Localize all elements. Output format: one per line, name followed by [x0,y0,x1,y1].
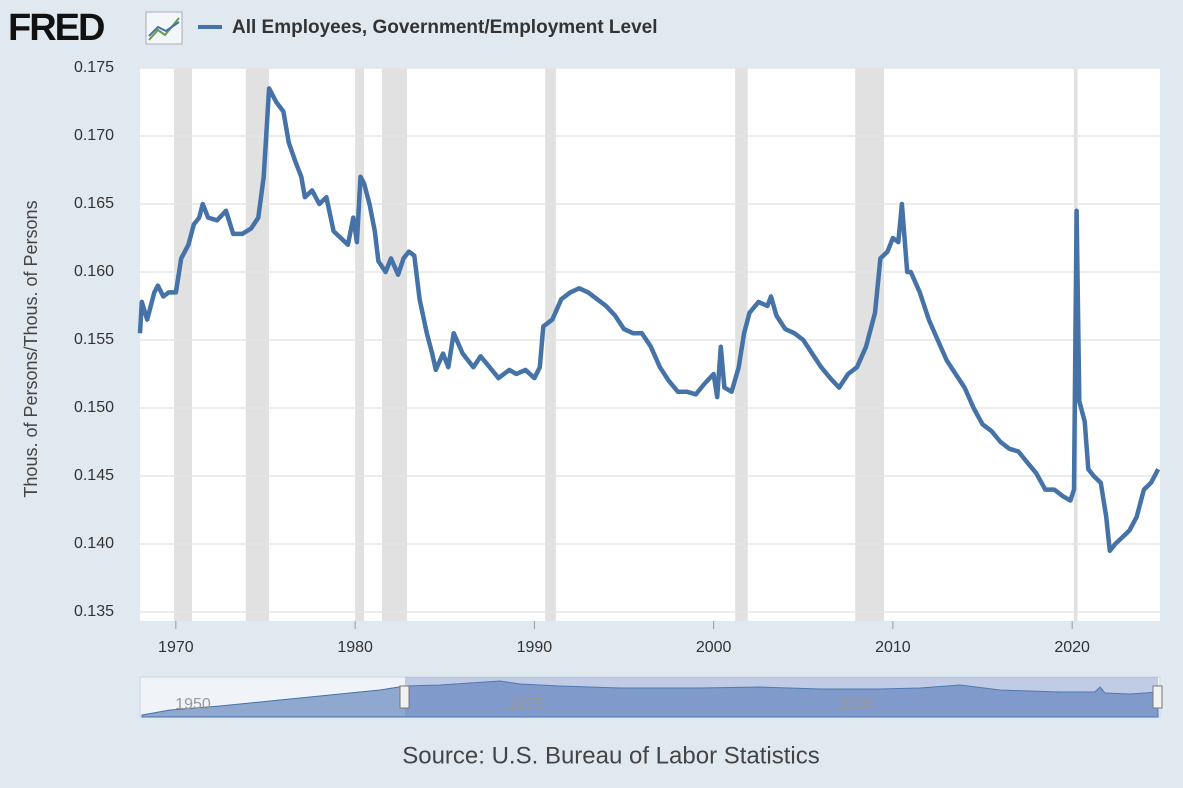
navigator-handle[interactable] [1152,685,1163,709]
legend-label[interactable]: All Employees, Government/Employment Lev… [232,17,658,38]
y-tick-label: 0.140 [74,535,114,552]
y-tick-label: 0.145 [74,467,114,484]
navigator-handle[interactable] [399,685,410,709]
recession-band [545,68,556,621]
recession-band [355,68,365,621]
recession-band [174,68,192,621]
x-tick-label: 1980 [337,639,373,656]
y-tick-label: 0.165 [74,195,114,212]
source: Source: U.S. Bureau of Labor Statistics [402,742,820,769]
navigator-area [141,680,1159,718]
y-tick-label: 0.160 [74,263,114,280]
navigator-label: 1950 [175,696,211,713]
plot-layer [137,67,1161,621]
navigator-label: 1975 [507,696,543,713]
y-tick-label: 0.135 [74,603,114,620]
navigator-label: 2000 [839,696,875,713]
navigator[interactable]: 1950 1975 2000 [139,676,1163,718]
y-tick-label: 0.155 [74,331,114,348]
y-tick-label: 0.170 [74,127,114,144]
navigator-selection [405,677,1158,717]
x-tick-label: 2020 [1054,639,1090,656]
recession-band [245,68,270,621]
x-tick-label: 1990 [517,639,553,656]
y-tick-label: 0.150 [74,399,114,416]
recession-band [382,68,408,621]
data-line [137,86,1161,554]
x-tick-label: 2000 [696,639,732,656]
x-tick-label: 1970 [158,639,194,656]
y-axis-label: Thous. of Persons/Thous. of Persons [21,200,41,497]
x-tick-label: 2010 [875,639,911,656]
logo-icon [145,11,183,45]
y-tick-label: 0.175 [74,59,114,76]
logo[interactable]: FRED [8,7,106,49]
recession-band [855,68,884,621]
